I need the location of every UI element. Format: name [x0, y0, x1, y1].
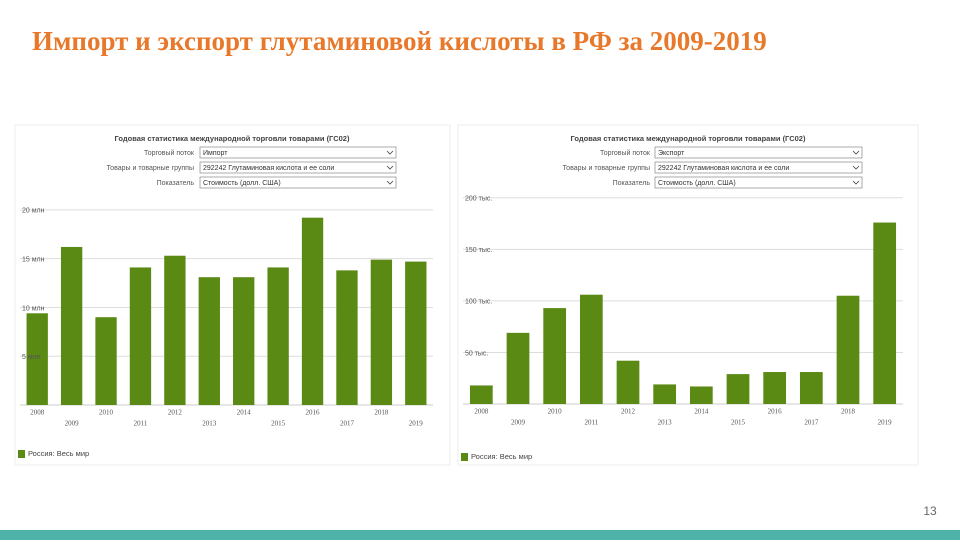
filter-value: Импорт: [203, 150, 228, 157]
x-tick-label: 2018: [841, 408, 856, 416]
x-tick-label: 2016: [306, 409, 321, 417]
dropdown-arrow: [386, 180, 394, 185]
filter-select: [654, 161, 863, 174]
filter-value: 292242 Глутаминовая кислота и ее соли: [658, 165, 789, 172]
chart-header: Годовая статистика международной торговл…: [571, 134, 806, 143]
x-tick-label: 2013: [658, 419, 673, 427]
x-tick-label: 2011: [584, 419, 598, 427]
x-tick-label: 2011: [134, 420, 148, 428]
x-tick-label: 2009: [65, 420, 80, 428]
x-tick-label: 2008: [474, 408, 489, 416]
legend-swatch: [18, 450, 25, 458]
filter-select: [199, 146, 397, 159]
bar: [301, 217, 324, 405]
filter-select: [654, 146, 863, 159]
bar: [873, 222, 897, 404]
x-tick-label: 2013: [202, 420, 217, 428]
bar: [616, 360, 640, 404]
x-tick-label: 2017: [340, 420, 355, 428]
filter-select: [199, 161, 397, 174]
bar: [579, 294, 603, 404]
bar: [506, 332, 530, 404]
x-tick-label: 2012: [621, 408, 636, 416]
x-tick-label: 2010: [548, 408, 563, 416]
dropdown-arrow: [386, 165, 394, 170]
y-tick-label: 20 млн: [22, 208, 45, 215]
bar: [836, 295, 860, 404]
x-tick-label: 2014: [694, 408, 709, 416]
bar: [469, 385, 493, 404]
x-tick-label: 2019: [878, 419, 893, 427]
filter-select: [199, 176, 397, 189]
bar: [26, 313, 48, 405]
bar: [336, 270, 358, 405]
filter-value: Стоимость (долл. США): [203, 180, 281, 187]
y-tick-label: 15 млн: [22, 257, 45, 264]
dropdown-arrow: [386, 150, 394, 155]
y-tick-label: 10 млн: [22, 305, 45, 312]
bar: [799, 372, 823, 404]
y-tick-label: 50 тыс.: [465, 350, 488, 357]
legend-label: Россия: Весь мир: [471, 452, 532, 461]
filter-label: Товары и товарные группы: [562, 165, 650, 172]
filter-label: Показатель: [157, 180, 195, 187]
x-tick-label: 2010: [99, 409, 114, 417]
x-tick-label: 2019: [409, 420, 424, 428]
bar: [267, 267, 289, 405]
filter-value: 292242 Глутаминовая кислота и ее соли: [203, 165, 334, 172]
bar: [60, 246, 83, 405]
filter-value: Экспорт: [658, 150, 685, 157]
dropdown-arrow: [852, 165, 860, 170]
footer-bar: [0, 530, 960, 540]
y-tick-label: 150 тыс.: [465, 247, 492, 254]
x-tick-label: 2018: [374, 409, 389, 417]
bar: [543, 308, 567, 404]
x-tick-label: 2017: [804, 419, 819, 427]
bar: [95, 317, 117, 405]
filter-label: Товары и товарные группы: [106, 165, 194, 172]
filter-label: Торговый поток: [144, 149, 195, 157]
legend-label: Россия: Весь мир: [28, 449, 89, 458]
x-tick-label: 2015: [271, 420, 286, 428]
page-number: 13: [923, 504, 937, 518]
bar: [653, 384, 677, 404]
x-tick-label: 2015: [731, 419, 746, 427]
filter-label: Торговый поток: [600, 149, 651, 157]
slide-title: Импорт и экспорт глутаминовой кислоты в …: [32, 26, 767, 56]
bar: [763, 372, 787, 404]
dropdown-arrow: [852, 180, 860, 185]
x-tick-label: 2009: [511, 419, 526, 427]
bar: [129, 267, 152, 405]
y-tick-label: 5 млн: [22, 354, 41, 361]
x-tick-label: 2014: [237, 409, 252, 417]
bar: [405, 261, 427, 405]
filter-select: [654, 176, 863, 189]
y-tick-label: 100 тыс.: [465, 299, 492, 306]
bar: [198, 277, 220, 405]
bar: [164, 255, 186, 405]
bar: [370, 259, 393, 405]
legend-swatch: [461, 453, 468, 461]
filter-label: Показатель: [613, 180, 651, 187]
bar: [689, 386, 713, 404]
bar: [726, 374, 750, 404]
y-tick-label: 200 тыс.: [465, 196, 492, 203]
bar: [233, 277, 255, 405]
x-tick-label: 2016: [768, 408, 783, 416]
filter-value: Стоимость (долл. США): [658, 180, 736, 187]
x-tick-label: 2008: [30, 409, 45, 417]
chart-header: Годовая статистика международной торговл…: [115, 134, 350, 143]
x-tick-label: 2012: [168, 409, 183, 417]
dropdown-arrow: [852, 150, 860, 155]
